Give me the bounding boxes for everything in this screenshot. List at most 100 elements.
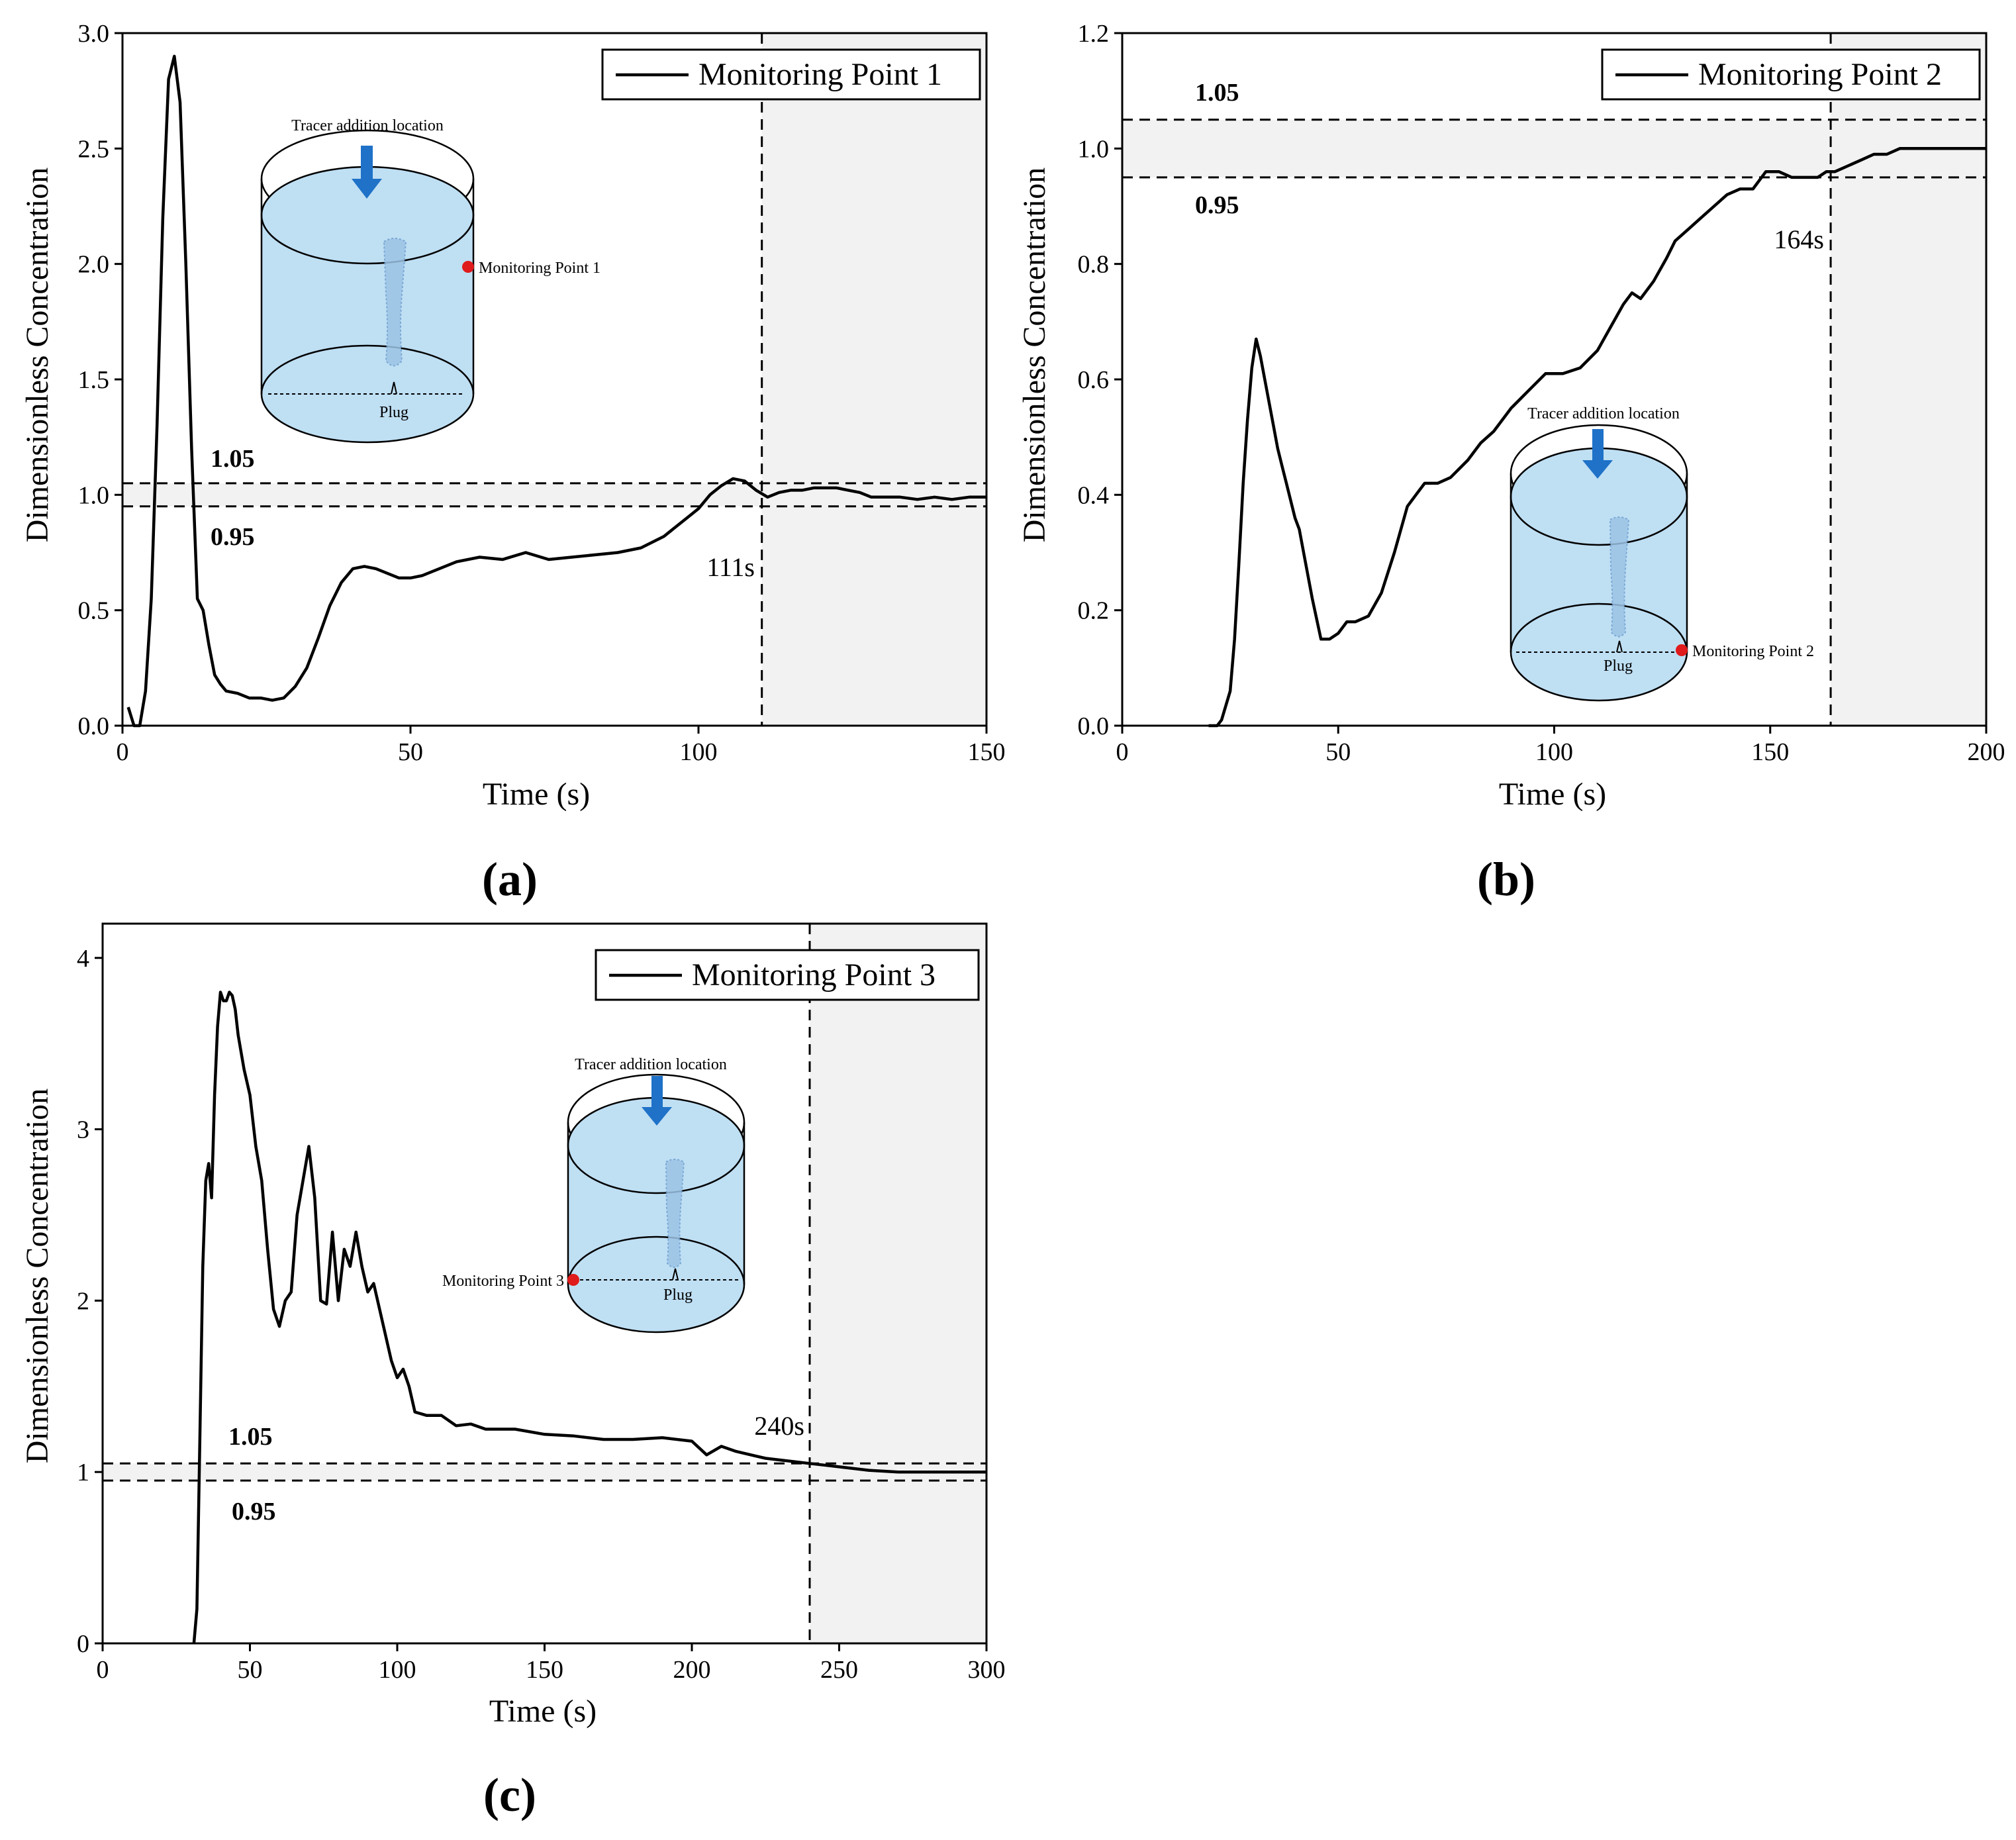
y-axis-title: Dimensionless Concentration — [20, 168, 55, 543]
inset-point-label: Monitoring Point 3 — [442, 1273, 564, 1290]
tank-bottom-rim-front — [1510, 652, 1688, 702]
x-tick-label: 300 — [968, 1656, 1006, 1684]
chart-b-guide-lines — [1122, 33, 1986, 726]
y-tick-label: 1.0 — [1078, 135, 1110, 163]
y-tick-label: 0.0 — [1078, 712, 1110, 740]
chart-c-inset-tank: Tracer addition location Monitoring Poin… — [442, 1056, 745, 1333]
inset-tracer-label: Tracer addition location — [291, 117, 444, 134]
x-tick-label: 50 — [238, 1656, 263, 1684]
x-tick-label: 0 — [117, 738, 129, 766]
chart-a-series-line — [126, 54, 986, 728]
y-tick-label: 1.0 — [78, 481, 110, 509]
chart-a-shaded-regions — [122, 33, 986, 726]
tank-bottom-rim-back — [567, 1235, 745, 1285]
tracer-plume — [1609, 516, 1630, 638]
band-upper-label: 1.05 — [228, 1423, 273, 1451]
panel-label: (c) — [483, 1768, 536, 1821]
inset-plug-label: Plug — [379, 404, 408, 421]
tracer-plume — [665, 1159, 685, 1268]
plug-marker-icon — [1616, 640, 1623, 653]
chart-a-ticks: 0 50 100 150 0.0 0.5 1.0 1.5 2.0 2.5 3.0 — [78, 20, 1006, 766]
monitoring-point-marker — [1676, 644, 1688, 656]
chart-c-series-line — [192, 991, 986, 1644]
chart-c-ticks: 0 50 100 150 200 250 300 0 1 2 3 4 — [77, 945, 1006, 1684]
inset-tracer-label: Tracer addition location — [575, 1056, 727, 1073]
band-lower-label: 0.95 — [232, 1498, 276, 1525]
tank-bottom-rim-front — [260, 393, 475, 444]
y-tick-label: 3.0 — [78, 20, 110, 48]
cutoff-time-label: 111s — [706, 552, 755, 582]
tracer-arrow-icon — [642, 1076, 672, 1126]
x-tick-label: 150 — [526, 1656, 563, 1684]
x-axis-title: Time (s) — [1499, 777, 1606, 812]
plug-marker-icon — [391, 381, 397, 395]
tank-bottom-rim-back — [260, 344, 475, 395]
monitoring-point-marker — [567, 1274, 579, 1286]
legend-label: Monitoring Point 1 — [698, 57, 942, 92]
y-tick-label: 0.5 — [78, 597, 110, 625]
chart-a-guide-lines — [122, 33, 986, 726]
steady-state-region — [1831, 33, 1986, 726]
band-upper-label: 1.05 — [1195, 79, 1239, 107]
y-tick-label: 0.6 — [1078, 366, 1110, 394]
y-tick-label: 2 — [77, 1287, 89, 1315]
chart-a-plot-frame — [121, 32, 988, 727]
legend-box — [595, 949, 980, 1001]
x-tick-label: 50 — [398, 738, 423, 766]
y-tick-label: 4 — [77, 945, 89, 973]
chart-a-legend: Monitoring Point 1 — [601, 48, 981, 101]
chart-c-guide-lines — [103, 924, 986, 1643]
x-tick-label: 0 — [1116, 738, 1129, 766]
x-tick-label: 200 — [673, 1656, 711, 1684]
y-tick-label: 0 — [77, 1630, 89, 1658]
inset-plug-label: Plug — [663, 1286, 693, 1304]
x-tick-label: 150 — [1751, 738, 1789, 766]
tracer-arrow-icon — [352, 146, 382, 199]
x-axis-title: Time (s) — [489, 1694, 597, 1729]
tracer-plume — [383, 238, 407, 367]
chart-b-ticks: 0 50 100 150 200 0.0 0.2 0.4 0.6 0.8 1.0 1.2 — [1078, 20, 2005, 766]
y-tick-label: 2.5 — [78, 135, 110, 163]
y-tick-label: 1 — [77, 1459, 89, 1486]
cutoff-time-label: 164s — [1774, 224, 1824, 254]
cutoff-time-label: 240s — [754, 1411, 804, 1441]
inset-point-label: Monitoring Point 2 — [1692, 643, 1814, 660]
tank-bottom-rim-front — [567, 1284, 745, 1333]
monitoring-point-marker — [462, 261, 474, 273]
band-upper-label: 1.05 — [211, 445, 255, 473]
x-tick-label: 150 — [968, 738, 1006, 766]
y-tick-label: 1.2 — [1078, 20, 1110, 48]
plug-marker-icon — [672, 1268, 679, 1281]
y-axis-title: Dimensionless Concentration — [1017, 168, 1052, 543]
inset-tracer-label: Tracer addition location — [1527, 405, 1680, 422]
chart-c-plot-frame — [101, 922, 988, 1645]
y-tick-label: 0.0 — [78, 712, 110, 740]
y-tick-label: 0.8 — [1078, 251, 1110, 279]
steady-state-region — [810, 924, 986, 1643]
y-tick-label: 0.2 — [1078, 597, 1110, 625]
x-tick-label: 50 — [1325, 738, 1351, 766]
y-tick-label: 3 — [77, 1116, 89, 1144]
chart-c-shaded-regions — [103, 924, 986, 1643]
chart-b-plot-frame — [1121, 32, 1988, 727]
x-tick-label: 100 — [379, 1656, 416, 1684]
x-tick-label: 200 — [1968, 738, 2005, 766]
x-tick-label: 250 — [820, 1656, 858, 1684]
x-tick-label: 100 — [1535, 738, 1573, 766]
chart-b-legend: Monitoring Point 2 — [1601, 48, 1981, 101]
tracer-arrow-icon — [1582, 429, 1613, 479]
panel-a: 0 50 100 150 0.0 0.5 1.0 1.5 2.0 2.5 3.0 Tracer ad… — [20, 20, 1006, 906]
chart-a-inset-tank: Tracer addition location Monitoring Poin… — [260, 117, 600, 444]
x-axis-title: Time (s) — [483, 777, 590, 812]
y-tick-label: 0.4 — [1078, 481, 1110, 509]
steady-state-region — [761, 33, 986, 726]
x-tick-label: 100 — [680, 738, 718, 766]
y-tick-label: 1.5 — [78, 366, 110, 394]
band-lower-label: 0.95 — [211, 523, 255, 551]
legend-label: Monitoring Point 3 — [692, 957, 936, 993]
panel-label: (b) — [1477, 853, 1535, 906]
y-axis-title: Dimensionless Concentration — [20, 1089, 55, 1464]
chart-b-inset-tank: Tracer addition location Monitoring Poin… — [1510, 405, 1814, 702]
chart-b-series-line — [1208, 147, 1986, 728]
legend-label: Monitoring Point 2 — [1698, 57, 1942, 92]
